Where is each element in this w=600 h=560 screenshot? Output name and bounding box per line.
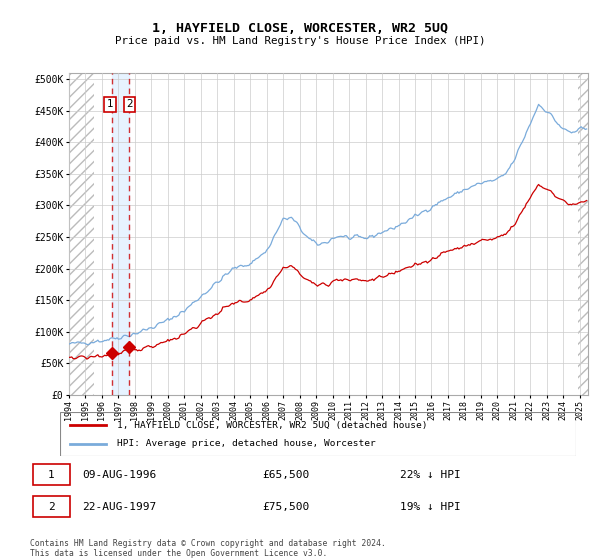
Text: Contains HM Land Registry data © Crown copyright and database right 2024.
This d: Contains HM Land Registry data © Crown c… — [30, 539, 386, 558]
Text: 22% ↓ HPI: 22% ↓ HPI — [400, 470, 461, 479]
Text: 2: 2 — [126, 99, 133, 109]
Text: £75,500: £75,500 — [262, 502, 309, 512]
Text: 2: 2 — [48, 502, 55, 512]
Text: 1: 1 — [106, 99, 113, 109]
Text: 1, HAYFIELD CLOSE, WORCESTER, WR2 5UQ (detached house): 1, HAYFIELD CLOSE, WORCESTER, WR2 5UQ (d… — [117, 421, 427, 430]
Bar — [112, 73, 128, 395]
Text: HPI: Average price, detached house, Worcester: HPI: Average price, detached house, Worc… — [117, 440, 376, 449]
Text: 19% ↓ HPI: 19% ↓ HPI — [400, 502, 461, 512]
Text: £65,500: £65,500 — [262, 470, 309, 479]
Bar — [33, 464, 70, 485]
Text: 1: 1 — [48, 470, 55, 479]
Text: 1, HAYFIELD CLOSE, WORCESTER, WR2 5UQ: 1, HAYFIELD CLOSE, WORCESTER, WR2 5UQ — [152, 22, 448, 35]
Text: 09-AUG-1996: 09-AUG-1996 — [82, 470, 157, 479]
Text: 22-AUG-1997: 22-AUG-1997 — [82, 502, 157, 512]
Text: Price paid vs. HM Land Registry's House Price Index (HPI): Price paid vs. HM Land Registry's House … — [115, 36, 485, 46]
Bar — [33, 496, 70, 517]
